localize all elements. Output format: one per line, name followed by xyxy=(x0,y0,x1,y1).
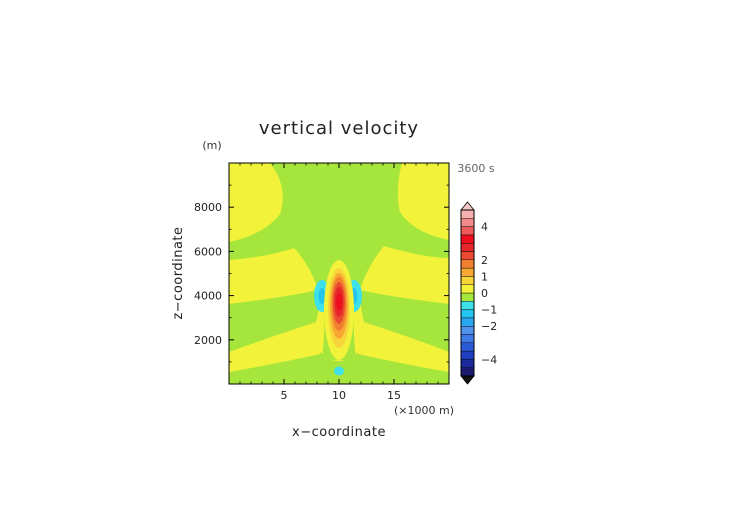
x-unit-label: (×1000 m) xyxy=(394,404,454,417)
colorbar-min-extension xyxy=(460,375,475,385)
contour-band-positive-mid-right xyxy=(360,250,449,304)
colorbar-segment xyxy=(460,234,475,244)
colorbar-segment xyxy=(460,334,475,344)
x-tick-label: 15 xyxy=(387,389,401,402)
time-label: 3600 s xyxy=(457,162,494,175)
updraft-level-6 xyxy=(336,293,342,311)
y-axis-label: z−coordinate xyxy=(171,226,186,319)
contour-band-positive-low-left xyxy=(229,322,320,372)
colorbar-segment xyxy=(460,350,475,360)
colorbar-frame xyxy=(460,209,475,377)
colorbar-tick-label: −4 xyxy=(481,353,497,366)
y-tick-label: 2000 xyxy=(194,334,222,347)
y-unit-label: (m) xyxy=(202,139,221,152)
colorbar-segment xyxy=(460,301,475,310)
colorbar-segment xyxy=(460,284,475,294)
colorbar-tick-label: 4 xyxy=(481,221,488,234)
colorbar-segment xyxy=(460,359,475,368)
y-tick-label: 6000 xyxy=(194,245,222,258)
x-tick-label: 10 xyxy=(332,389,346,402)
colorbar-segment xyxy=(460,259,475,269)
colorbar-segment xyxy=(460,226,475,236)
colorbar-tick-label: 1 xyxy=(481,270,488,283)
colorbar-segment xyxy=(460,267,475,277)
colorbar-tick-label: −1 xyxy=(481,304,497,317)
colorbar-segment xyxy=(460,317,475,327)
colorbar-segment xyxy=(460,251,475,261)
x-axis-label: x−coordinate xyxy=(292,425,386,440)
x-axis-ticks: 5 10 15 xyxy=(239,163,439,402)
colorbar-segment xyxy=(460,292,475,302)
y-tick-label: 4000 xyxy=(194,290,222,303)
colorbar-segment xyxy=(460,342,475,352)
colorbar-segment xyxy=(460,276,475,285)
colorbar-segment xyxy=(460,218,475,227)
downdraft-left-inner xyxy=(318,288,326,304)
colorbar-segment xyxy=(460,209,475,219)
colorbar-segment xyxy=(460,326,475,335)
contour-band-positive-mid xyxy=(229,250,318,304)
colorbar-tick-label: 0 xyxy=(481,287,488,300)
contour-field xyxy=(229,163,449,384)
y-axis-ticks: 2000 4000 6000 8000 xyxy=(194,184,449,363)
colorbar-tick-label: 2 xyxy=(481,254,488,267)
plot-area: 5 10 15 2000 4000 6000 8000 xyxy=(194,162,450,402)
colorbar-tick-label: −2 xyxy=(481,320,497,333)
chart-title: vertical velocity xyxy=(259,118,419,139)
y-tick-label: 8000 xyxy=(194,201,222,214)
colorbar-segment xyxy=(460,242,475,252)
colorbar: 4 2 1 0 −1 −2 −4 xyxy=(460,201,497,385)
contour-band-positive-low-right xyxy=(358,322,449,372)
colorbar-max-extension xyxy=(460,201,475,211)
x-tick-label: 5 xyxy=(281,389,288,402)
colorbar-segment xyxy=(460,367,475,377)
colorbar-segment xyxy=(460,309,475,319)
surface-minimum xyxy=(334,366,344,376)
